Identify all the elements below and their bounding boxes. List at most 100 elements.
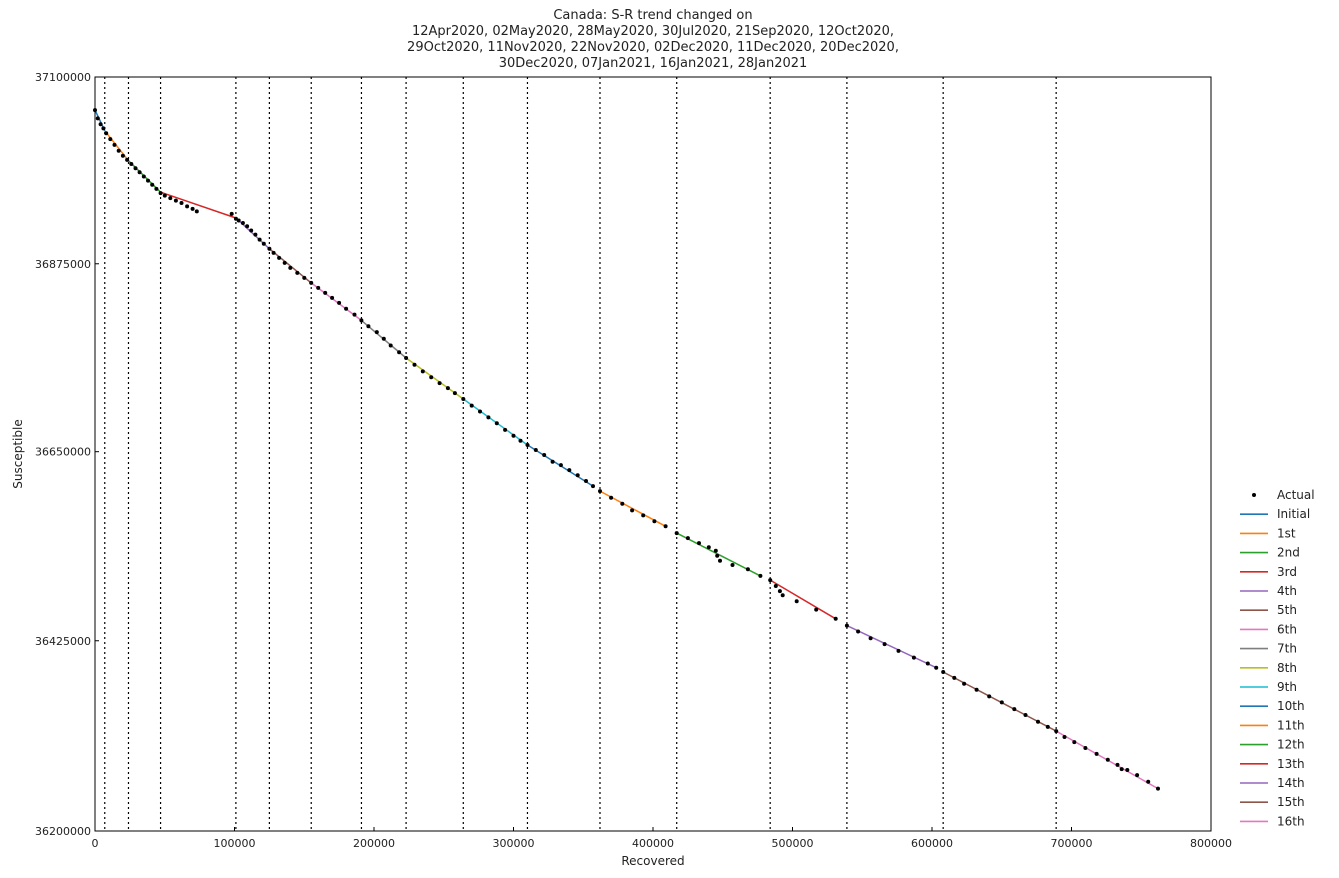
actual-point	[1023, 713, 1028, 717]
legend-label-12th: 12th	[1277, 738, 1305, 752]
actual-point	[685, 536, 690, 541]
y-tick-label: 36200000	[35, 825, 91, 838]
actual-point	[641, 513, 646, 518]
actual-point	[713, 548, 718, 553]
actual-point	[374, 330, 379, 335]
legend-label-4th: 4th	[1277, 584, 1297, 598]
actual-point	[1135, 773, 1140, 778]
actual-point	[1054, 729, 1059, 734]
x-tick-label: 600000	[911, 837, 953, 850]
y-tick-label: 36875000	[35, 258, 91, 271]
actual-point	[469, 403, 474, 408]
actual-point	[173, 198, 178, 203]
x-axis-label: Recovered	[621, 854, 684, 868]
chart-title-line: Canada: S-R trend changed on	[553, 8, 752, 23]
y-tick-label: 37100000	[35, 71, 91, 84]
legend-label-14th: 14th	[1277, 776, 1305, 790]
actual-point	[179, 201, 184, 205]
legend-marker-actual	[1252, 493, 1256, 497]
actual-point	[359, 318, 364, 323]
actual-point	[511, 433, 516, 438]
actual-point	[323, 290, 328, 295]
actual-point	[1146, 779, 1151, 784]
actual-point	[663, 524, 668, 529]
actual-point	[116, 148, 121, 153]
actual-point	[257, 237, 262, 242]
actual-point	[1115, 762, 1120, 767]
legend-label-7th: 7th	[1277, 642, 1297, 656]
legend-label-15th: 15th	[1277, 795, 1305, 809]
actual-point	[882, 642, 887, 647]
actual-point	[404, 356, 409, 360]
actual-point	[249, 228, 254, 233]
actual-point	[494, 421, 499, 426]
actual-point	[240, 221, 245, 225]
actual-point	[101, 126, 106, 131]
actual-point	[1119, 767, 1124, 772]
chart-title-line: 29Oct2020, 11Nov2020, 22Nov2020, 02Dec20…	[407, 40, 899, 55]
actual-point	[715, 553, 720, 558]
actual-point	[780, 593, 785, 598]
actual-point	[158, 191, 163, 196]
actual-point	[1094, 751, 1099, 756]
actual-point	[445, 386, 450, 391]
actual-point	[630, 508, 635, 513]
x-tick-label: 100000	[214, 837, 256, 850]
series-line-13th	[769, 579, 837, 620]
actual-point	[934, 665, 939, 670]
legend-label-2nd: 2nd	[1277, 546, 1300, 560]
actual-point	[154, 186, 159, 191]
actual-point	[758, 573, 763, 578]
actual-point	[381, 336, 386, 341]
actual-point	[575, 473, 580, 478]
actual-point	[253, 232, 258, 237]
actual-point	[236, 218, 241, 223]
actual-point	[1062, 735, 1067, 739]
actual-point	[550, 459, 555, 464]
plot-area	[93, 77, 1160, 831]
actual-point	[104, 131, 109, 136]
actual-point	[856, 629, 861, 634]
actual-point	[125, 157, 130, 162]
y-tick-label: 36425000	[35, 635, 91, 648]
actual-point	[366, 324, 371, 329]
x-tick-label: 800000	[1190, 837, 1232, 850]
actual-point	[288, 265, 293, 270]
actual-point	[1012, 707, 1017, 712]
actual-point	[652, 519, 657, 524]
actual-point	[137, 170, 142, 175]
chart-title-line: 12Apr2020, 02May2020, 28May2020, 30Jul20…	[412, 24, 894, 39]
actual-point	[185, 204, 190, 209]
series-line-14th	[846, 624, 937, 669]
actual-point	[120, 153, 125, 158]
actual-point	[277, 255, 282, 260]
actual-point	[229, 211, 234, 216]
actual-point	[95, 116, 100, 121]
actual-point	[1105, 757, 1110, 762]
actual-point	[1072, 740, 1077, 745]
y-tick-label: 36650000	[35, 446, 91, 459]
actual-point	[461, 397, 466, 401]
x-tick-label: 500000	[772, 837, 814, 850]
actual-point	[794, 599, 799, 604]
x-tick-label: 0	[92, 837, 99, 850]
actual-point	[133, 166, 138, 171]
actual-point	[478, 409, 482, 414]
actual-point	[309, 280, 314, 285]
axes: 0 100000 200000 300000 400000 500000 600000 700…	[35, 71, 1232, 850]
actual-point	[194, 209, 199, 214]
actual-point	[591, 484, 595, 489]
actual-point	[261, 241, 266, 246]
legend-label-3rd: 3rd	[1277, 565, 1297, 579]
legend-label-11th: 11th	[1277, 718, 1305, 732]
actual-point	[412, 362, 417, 367]
actual-point	[620, 501, 625, 506]
actual-point	[267, 246, 272, 251]
actual-point	[518, 438, 523, 443]
actual-point	[1045, 724, 1050, 729]
actual-point	[777, 589, 782, 594]
actual-point	[388, 343, 393, 348]
actual-point	[609, 495, 614, 500]
actual-point	[352, 312, 357, 317]
